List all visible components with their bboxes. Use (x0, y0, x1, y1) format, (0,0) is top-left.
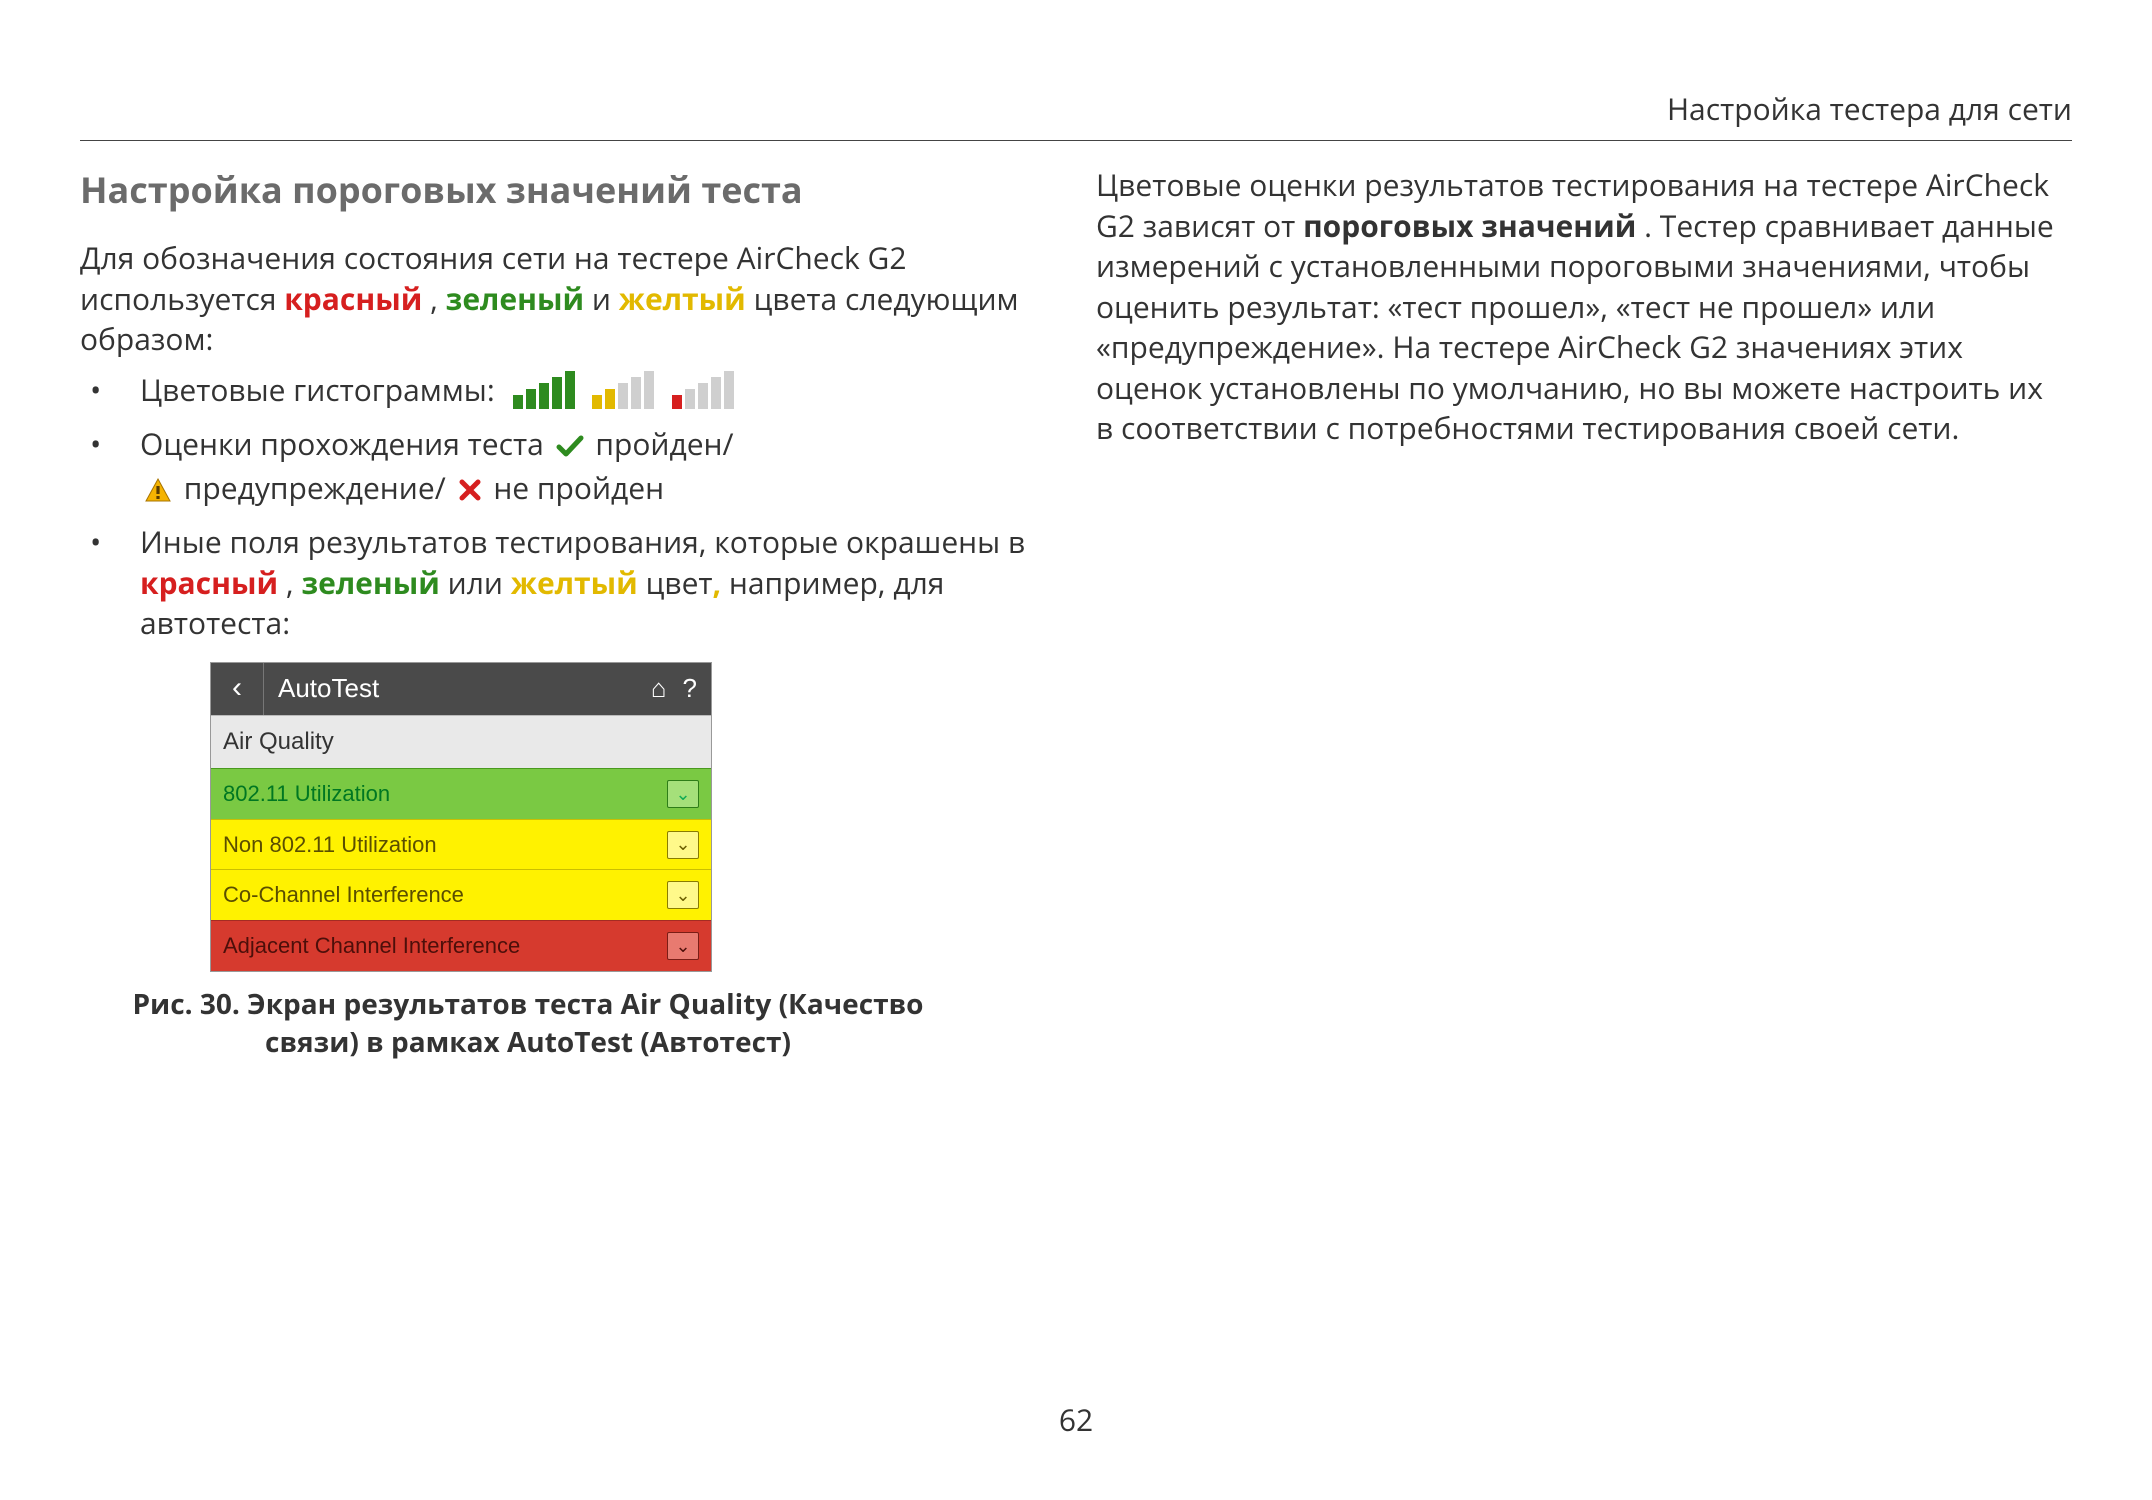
intro-text: , (430, 278, 446, 319)
bullet-other-green: зеленый (301, 562, 439, 603)
autotest-section-label: Air Quality (211, 715, 711, 768)
right-bold: пороговых значений (1303, 205, 1636, 246)
bullet-other-text: Иные поля результатов тестирования, кото… (140, 521, 1025, 562)
chevron-down-icon[interactable]: ⌄ (667, 932, 699, 960)
bullet-other-text: цвет (646, 562, 713, 603)
autotest-header: ‹ AutoTest ⌂ ? (211, 663, 711, 715)
signal-bars-green-icon (513, 371, 575, 409)
autotest-row-label: 802.11 Utilization (223, 779, 390, 809)
autotest-row[interactable]: Co-Channel Interference ⌄ (211, 869, 711, 920)
home-icon[interactable]: ⌂ (651, 671, 667, 706)
autotest-row[interactable]: 802.11 Utilization ⌄ (211, 768, 711, 819)
intro-text: и (592, 278, 619, 319)
check-icon (556, 427, 584, 468)
bullet-histograms: Цветовые гистограммы: (80, 370, 1040, 415)
chevron-down-icon[interactable]: ⌄ (667, 881, 699, 909)
page-number: 62 (0, 1399, 2152, 1440)
back-button[interactable]: ‹ (211, 663, 264, 715)
autotest-screenshot: ‹ AutoTest ⌂ ? Air Quality 802.11 Utiliz… (210, 662, 712, 972)
section-heading: Настройка пороговых значений теста (80, 165, 1040, 214)
intro-yellow: желтый (619, 278, 746, 319)
bullet-other-red: красный (140, 562, 278, 603)
header-section-title: Настройка тестера для сети (1667, 88, 2072, 129)
rating-fail-label: не пройден (493, 467, 664, 508)
rating-warn-label: предупреждение/ (184, 467, 454, 508)
bullet-ratings-pre: Оценки прохождения теста (140, 423, 552, 464)
autotest-row-label: Non 802.11 Utilization (223, 830, 437, 860)
chevron-down-icon[interactable]: ⌄ (667, 780, 699, 808)
intro-red: красный (284, 278, 422, 319)
intro-green: зеленый (446, 278, 584, 319)
right-paragraph: Цветовые оценки результатов тестирования… (1096, 165, 2056, 449)
rating-pass-label: пройден/ (595, 423, 733, 464)
autotest-row-label: Co-Channel Interference (223, 880, 464, 910)
autotest-row[interactable]: Non 802.11 Utilization ⌄ (211, 819, 711, 870)
x-icon (458, 471, 482, 512)
bullet-other-comma: , (713, 562, 722, 603)
signal-bars-red-icon (672, 371, 734, 409)
bullet-histograms-label: Цветовые гистограммы: (140, 369, 495, 410)
bullet-other-text: или (448, 562, 511, 603)
help-icon[interactable]: ? (683, 671, 697, 706)
autotest-title: AutoTest (264, 663, 637, 715)
bullet-other-yellow: желтый (511, 562, 638, 603)
chevron-down-icon[interactable]: ⌄ (667, 831, 699, 859)
warning-icon (144, 472, 172, 513)
signal-bars-yellow-icon (592, 371, 654, 409)
figure-caption: Рис. 30. Экран результатов теста Air Qua… (88, 986, 968, 1062)
autotest-row-label: Adjacent Channel Interference (223, 931, 520, 961)
autotest-row[interactable]: Adjacent Channel Interference ⌄ (211, 920, 711, 971)
bullet-other-text: , (286, 562, 302, 603)
intro-paragraph: Для обозначения состояния сети на тестер… (80, 238, 1040, 360)
bullet-other-fields: Иные поля результатов тестирования, кото… (80, 522, 1040, 972)
header-rule (80, 140, 2072, 141)
bullet-ratings: Оценки прохождения теста пройден/ предуп… (80, 424, 1040, 512)
